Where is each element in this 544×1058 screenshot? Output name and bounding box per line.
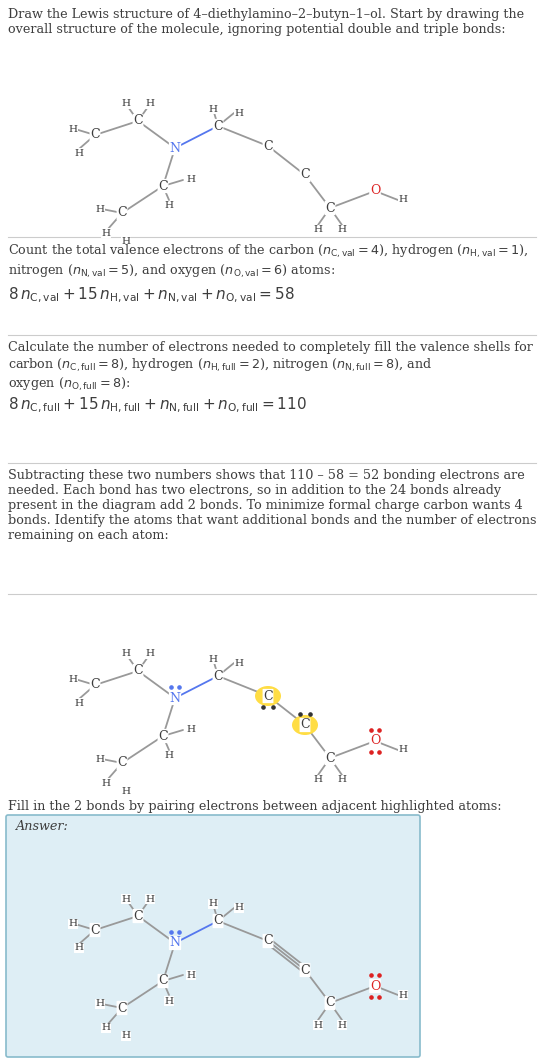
Text: H: H [75,698,83,708]
Text: H: H [234,109,244,117]
Text: H: H [96,754,104,764]
Text: C: C [300,964,310,977]
Text: H: H [121,99,131,109]
Text: H: H [145,99,154,109]
Text: H: H [164,751,174,761]
Text: H: H [234,904,244,912]
Text: H: H [313,776,323,784]
Text: C: C [325,201,335,215]
Text: C: C [158,180,168,193]
Text: H: H [121,894,131,904]
Text: C: C [300,718,310,731]
Text: H: H [187,176,195,184]
Text: H: H [96,1000,104,1008]
Text: $8\,n_{\mathrm{C,full}} + 15\,n_{\mathrm{H,full}} + n_{\mathrm{N,full}} + n_{\ma: $8\,n_{\mathrm{C,full}} + 15\,n_{\mathrm… [8,396,307,416]
Text: C: C [90,924,100,936]
Text: Calculate the number of electrons needed to completely fill the valence shells f: Calculate the number of electrons needed… [8,341,533,394]
Text: C: C [90,128,100,142]
Text: O: O [370,980,380,992]
FancyBboxPatch shape [6,815,420,1057]
Ellipse shape [255,686,281,706]
Text: C: C [325,751,335,765]
Text: H: H [121,786,131,796]
Text: Count the total valence electrons of the carbon ($n_{\mathrm{C,val}} = 4$), hydr: Count the total valence electrons of the… [8,243,528,279]
Text: C: C [90,678,100,692]
Text: H: H [313,1021,323,1029]
Text: H: H [187,970,195,980]
Text: C: C [213,914,223,928]
Text: H: H [337,1021,347,1029]
Text: C: C [117,206,127,219]
Text: C: C [213,120,223,132]
Text: Answer:: Answer: [16,820,69,833]
Text: C: C [133,664,143,677]
Text: H: H [75,148,83,158]
Text: H: H [69,919,77,929]
Text: H: H [69,675,77,683]
Text: O: O [370,184,380,198]
Text: $8\,n_{\mathrm{C,val}} + 15\,n_{\mathrm{H,val}} + n_{\mathrm{N,val}} + n_{\mathr: $8\,n_{\mathrm{C,val}} + 15\,n_{\mathrm{… [8,286,295,306]
Text: H: H [145,894,154,904]
Text: H: H [313,225,323,235]
Text: H: H [208,655,218,663]
Text: H: H [164,201,174,211]
Text: H: H [69,125,77,133]
Text: C: C [300,168,310,182]
Text: C: C [158,974,168,987]
Text: H: H [145,650,154,658]
Text: Subtracting these two numbers shows that 110 – 58 = 52 bonding electrons are
nee: Subtracting these two numbers shows that… [8,469,536,542]
Text: C: C [158,730,168,743]
Ellipse shape [292,715,318,735]
Text: H: H [399,990,407,1000]
Text: C: C [263,140,273,152]
Text: C: C [133,910,143,923]
Text: H: H [337,225,347,235]
Text: H: H [208,105,218,113]
Text: Draw the Lewis structure of 4–diethylamino–2–butyn–1–ol. Start by drawing the
ov: Draw the Lewis structure of 4–diethylami… [8,8,524,36]
Text: C: C [117,756,127,769]
Text: N: N [170,142,181,154]
Text: C: C [325,997,335,1009]
Text: H: H [96,204,104,214]
Text: H: H [164,997,174,1005]
Text: H: H [102,229,110,237]
Text: O: O [370,734,380,748]
Text: C: C [117,1002,127,1015]
Text: H: H [102,1023,110,1033]
Text: C: C [213,670,223,682]
Text: H: H [208,899,218,909]
Text: H: H [399,196,407,204]
Text: H: H [337,776,347,784]
Text: C: C [263,690,273,703]
Text: H: H [121,650,131,658]
Text: Fill in the 2 bonds by pairing electrons between adjacent highlighted atoms:: Fill in the 2 bonds by pairing electrons… [8,800,502,813]
Text: N: N [170,936,181,949]
Text: H: H [121,1032,131,1040]
Text: H: H [75,944,83,952]
Text: H: H [234,658,244,668]
Text: H: H [399,746,407,754]
Text: H: H [121,237,131,245]
Text: H: H [102,779,110,787]
Text: N: N [170,692,181,705]
Text: C: C [133,114,143,128]
Text: H: H [187,726,195,734]
Text: C: C [263,934,273,948]
